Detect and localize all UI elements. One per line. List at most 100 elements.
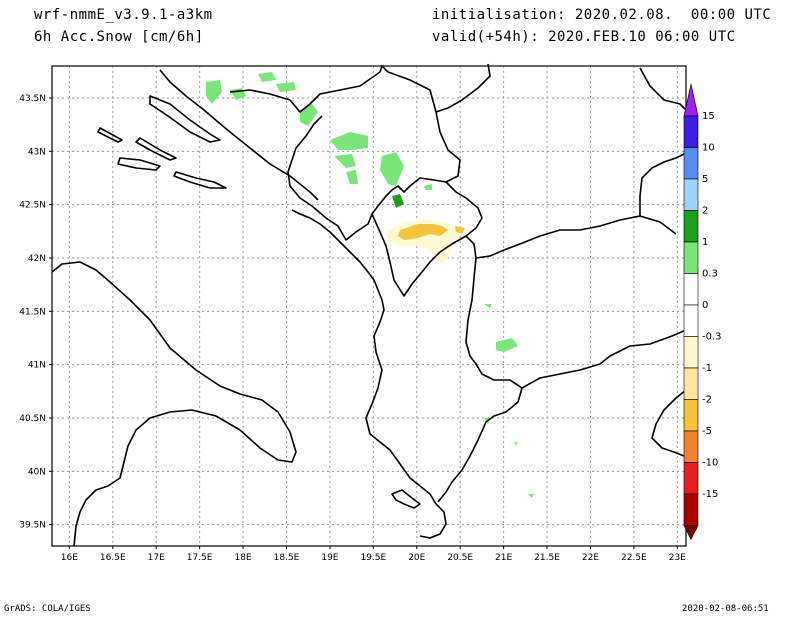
legend-swatch	[683, 304, 699, 337]
legend-label: -10	[702, 458, 718, 469]
coastlines-borders	[51, 63, 689, 547]
legend-swatch	[683, 367, 699, 400]
legend-label: -0.3	[702, 332, 722, 343]
lon-tick-label: 21.5E	[534, 553, 560, 563]
init-time: initialisation: 2020.02.08. 00:00 UTC	[432, 7, 772, 23]
lat-tick-label: 42.5N	[19, 201, 46, 211]
legend-label: -5	[702, 426, 712, 437]
legend-swatch	[683, 115, 699, 148]
legend-label: 5	[702, 174, 708, 185]
legend-label: -15	[702, 489, 718, 500]
field-title: 6h Acc.Snow [cm/6h]	[34, 29, 204, 45]
croatia-coast	[159, 69, 319, 201]
snow-area	[276, 82, 296, 92]
greece-coast-south	[419, 503, 447, 539]
island	[173, 171, 227, 189]
model-title: wrf-nmmE_v3.9.1-a3km	[34, 7, 213, 23]
bosnia-border	[229, 65, 461, 241]
lon-tick-label: 17.5E	[187, 553, 213, 563]
legend-swatch	[683, 273, 699, 306]
legend-label: 0.3	[702, 269, 718, 280]
lat-tick-label: 41.5N	[19, 307, 46, 317]
legend-swatch	[683, 241, 699, 274]
legend-label: 10	[702, 143, 715, 154]
legend-swatch	[683, 399, 699, 432]
macedonia-greece-border	[521, 329, 687, 389]
corfu	[391, 489, 421, 509]
snow-area	[258, 72, 276, 82]
snow-area	[334, 154, 356, 168]
lon-tick-label: 23E	[669, 553, 686, 563]
legend-label: -1	[702, 363, 712, 374]
longitude-labels: 16E 16.5E 17E 17.5E 18E 18.5E 19E 19.5E 20E 20.5E…	[61, 546, 686, 563]
lat-tick-label: 40N	[28, 467, 46, 477]
lon-tick-label: 20.5E	[447, 553, 473, 563]
greece-coast	[651, 389, 687, 457]
albania-border	[371, 213, 523, 503]
kosovo-border	[445, 181, 483, 237]
macedonia-border	[475, 215, 677, 259]
legend-label: -2	[702, 395, 712, 406]
legend-swatch	[683, 178, 699, 211]
legend-swatch	[683, 493, 699, 526]
lat-tick-label: 40.5N	[19, 414, 46, 424]
island	[149, 95, 221, 143]
lat-tick-label: 39.5N	[19, 521, 46, 531]
map-area: 43.5N 43N 42.5N 42N 41.5N 41N 40.5N 40N 39.5N 16…	[19, 63, 689, 563]
snow-area	[484, 304, 492, 308]
legend-label: 0	[702, 300, 708, 311]
snow-area	[206, 80, 222, 104]
lat-tick-label: 43N	[28, 147, 46, 157]
render-timestamp: 2020-02-08-06:51	[682, 604, 769, 614]
snow-area	[346, 170, 358, 184]
lon-tick-label: 18E	[234, 553, 251, 563]
lat-tick-label: 43.5N	[19, 94, 46, 104]
lon-tick-label: 22.5E	[621, 553, 647, 563]
legend-swatch	[683, 430, 699, 463]
legend-label: 1	[702, 237, 708, 248]
island	[97, 127, 123, 143]
snow-area	[514, 442, 518, 446]
legend-swatch	[683, 462, 699, 495]
snow-area	[330, 132, 368, 150]
italy-coast	[51, 261, 297, 547]
lon-tick-label: 18.5E	[274, 553, 300, 563]
snow-area	[424, 184, 432, 190]
snow-area	[496, 338, 518, 352]
island	[117, 157, 161, 171]
lat-tick-label: 42N	[28, 254, 46, 264]
legend-label: 15	[702, 111, 715, 122]
latitude-labels: 43.5N 43N 42.5N 42N 41.5N 41N 40.5N 40N 39.5N	[19, 94, 52, 531]
snow-area	[398, 224, 448, 240]
bulgaria-border	[639, 151, 689, 216]
island	[135, 137, 177, 161]
lon-tick-label: 20E	[408, 553, 425, 563]
legend-swatch	[683, 147, 699, 180]
snow-area	[392, 194, 404, 208]
lon-tick-label: 19E	[321, 553, 338, 563]
lon-tick-label: 16E	[61, 553, 78, 563]
color-legend: 15 10 5 2 1 0.3 0 -0.3 -1 -2 -5 -10 -15	[683, 83, 722, 541]
snow-area	[300, 104, 318, 126]
lon-tick-label: 21E	[495, 553, 512, 563]
snow-area	[455, 226, 465, 234]
lon-tick-label: 22E	[582, 553, 599, 563]
snow-area	[528, 494, 534, 498]
montenegro-coast	[291, 209, 379, 291]
map-grid	[52, 66, 686, 546]
valid-time: valid(+54h): 2020.FEB.10 06:00 UTC	[432, 29, 736, 45]
snow-accumulation-areas	[140, 66, 534, 498]
serbia-border	[435, 63, 491, 113]
legend-swatch	[683, 210, 699, 243]
snow-area	[140, 66, 150, 70]
snow-area	[380, 152, 404, 186]
serbia-border-east	[639, 67, 689, 113]
legend-swatch	[683, 336, 699, 369]
lon-tick-label: 19.5E	[360, 553, 386, 563]
lon-tick-label: 16.5E	[100, 553, 126, 563]
lat-tick-label: 41N	[28, 361, 46, 371]
grads-credit: GrADS: COLA/IGES	[4, 604, 91, 614]
lon-tick-label: 17E	[148, 553, 165, 563]
legend-bottom-arrow	[683, 525, 699, 541]
